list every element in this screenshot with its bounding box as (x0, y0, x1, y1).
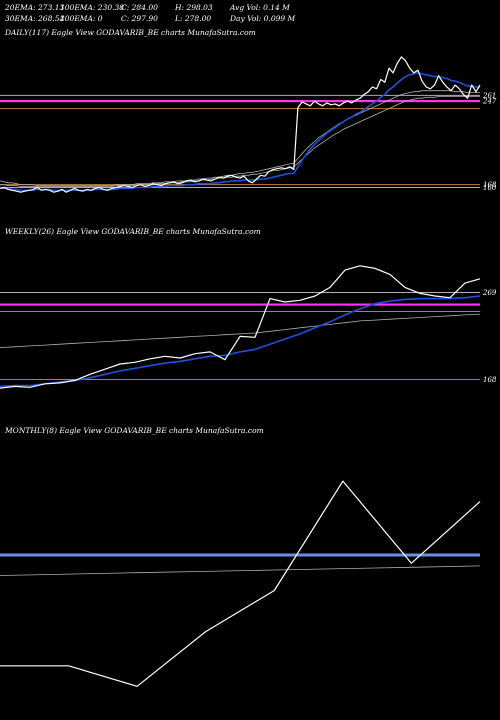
daily-price-line (0, 56, 481, 193)
header-high: H: 298.03 (175, 3, 213, 12)
monthly-ema-line-grey (0, 565, 481, 576)
weekly-ema-line-blue (0, 295, 481, 388)
header-c-open: C: 284.00 (121, 3, 158, 12)
monthly-panel-label: MONTHLY(8) Eagle View GODAVARIB_BE chart… (5, 426, 264, 435)
header-100ema: 100EMA: 230.38 (60, 3, 125, 12)
header-30ema: 30EMA: 268.54 (5, 14, 65, 23)
daily-tick-label-3: 160 (483, 184, 497, 192)
header-200ema: 200EMA: 0 (60, 14, 103, 23)
daily-ema-line-blue (0, 72, 480, 192)
header-avg-vol: Avg Vol: 0.14 M (230, 3, 290, 12)
monthly-price-line (0, 480, 481, 687)
daily-ema-line-grey-2 (0, 96, 480, 187)
daily-tick-label-1: 247 (482, 98, 497, 106)
daily-tick-label-2: 168 (483, 181, 497, 189)
header-day-vol: Day Vol: 0.099 M (230, 14, 296, 23)
daily-ema-line-grey-1 (0, 90, 480, 187)
header-c-close: C: 297.90 (121, 14, 158, 23)
weekly-panel-label: WEEKLY(26) Eagle View GODAVARIB_BE chart… (5, 227, 261, 236)
header-20ema: 20EMA: 273.13 (5, 3, 65, 12)
daily-tick-label-0: 261 (482, 92, 496, 100)
weekly-tick-label-1: 168 (483, 376, 497, 384)
weekly-ema-line-grey (0, 313, 481, 348)
weekly-price-line (0, 265, 481, 389)
weekly-tick-label-0: 269 (482, 289, 497, 297)
header-low: L: 278.00 (175, 14, 212, 23)
daily-panel-label: DAILY(117) Eagle View GODAVARIB_BE chart… (5, 28, 256, 37)
